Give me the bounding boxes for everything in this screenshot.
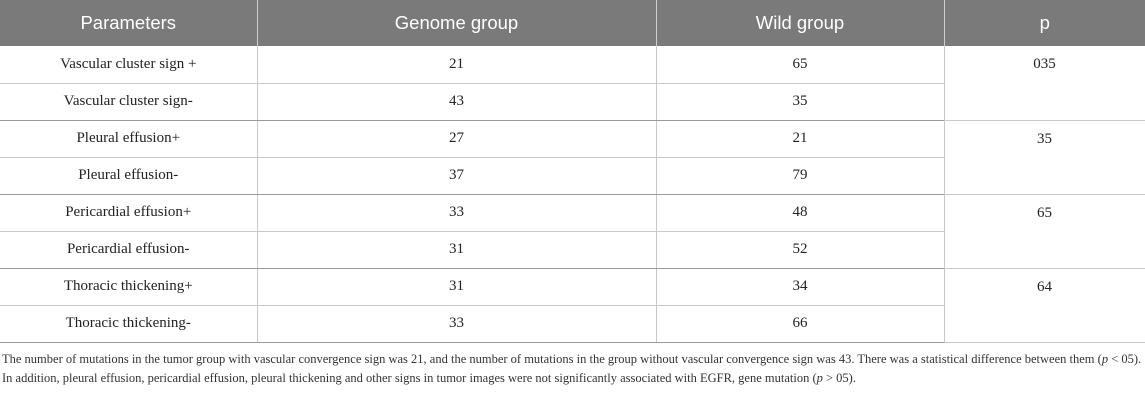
footnote-p-symbol: p: [816, 371, 823, 385]
header-wild-group: Wild group: [655, 0, 944, 46]
p-value-cell: 64: [943, 268, 1145, 343]
data-table: Parameters Genome group Wild group p Vas…: [0, 0, 1145, 343]
genome-cell: 31: [256, 268, 656, 306]
parameter-cell: Thoracic thickening-: [0, 305, 257, 343]
p-value-cell: 035: [943, 46, 1145, 121]
genome-cell: 31: [256, 231, 656, 269]
genome-cell: 21: [256, 46, 656, 84]
genome-cell: 33: [256, 194, 656, 232]
wild-cell: 52: [655, 231, 944, 269]
footnote-text-3: > 05).: [822, 371, 856, 385]
table-row: Vascular cluster sign + 21 65 035: [0, 46, 1145, 121]
footnote-p-symbol: p: [1101, 352, 1109, 366]
genome-cell: 43: [256, 83, 656, 121]
table-row: Pericardial effusion+ 33 48 65: [0, 194, 1145, 269]
table-footnote: The number of mutations in the tumor gro…: [2, 350, 1142, 388]
wild-cell: 79: [655, 157, 944, 195]
parameter-cell: Thoracic thickening+: [0, 268, 257, 306]
wild-cell: 66: [655, 305, 944, 343]
genome-cell: 37: [256, 157, 656, 195]
header-p: p: [943, 0, 1145, 46]
wild-cell: 35: [655, 83, 944, 121]
table-body: Vascular cluster sign + 21 65 035 Vascul…: [0, 46, 1145, 343]
genome-cell: 27: [256, 120, 656, 158]
parameter-cell: Vascular cluster sign +: [0, 46, 257, 84]
table-row: Pleural effusion- 37 79: [0, 157, 1145, 195]
parameter-cell: Pleural effusion-: [0, 157, 257, 195]
header-row: Parameters Genome group Wild group p: [0, 0, 1145, 46]
footnote-text-1: The number of mutations in the tumor gro…: [2, 352, 1102, 366]
p-value-cell: 35: [943, 120, 1145, 195]
genome-cell: 33: [256, 305, 656, 343]
table-row: Vascular cluster sign- 43 35: [0, 83, 1145, 121]
parameter-cell: Pericardial effusion+: [0, 194, 257, 232]
table-row: Thoracic thickening- 33 66: [0, 305, 1145, 343]
table-header: Parameters Genome group Wild group p: [0, 0, 1145, 46]
wild-cell: 21: [655, 120, 944, 158]
table-row: Pericardial effusion- 31 52: [0, 231, 1145, 269]
parameter-cell: Pericardial effusion-: [0, 231, 257, 269]
parameter-cell: Pleural effusion+: [0, 120, 257, 158]
table-row: Thoracic thickening+ 31 34 64: [0, 268, 1145, 343]
table-row: Pleural effusion+ 27 21 35: [0, 120, 1145, 195]
header-genome-group: Genome group: [256, 0, 656, 46]
wild-cell: 48: [655, 194, 944, 232]
wild-cell: 65: [655, 46, 944, 84]
parameter-cell: Vascular cluster sign-: [0, 83, 257, 121]
p-value-cell: 65: [943, 194, 1145, 269]
wild-cell: 34: [655, 268, 944, 306]
footnote-text-2: < 05). In addition, pleural effusion, pe…: [2, 352, 1142, 385]
header-parameters: Parameters: [0, 0, 257, 46]
